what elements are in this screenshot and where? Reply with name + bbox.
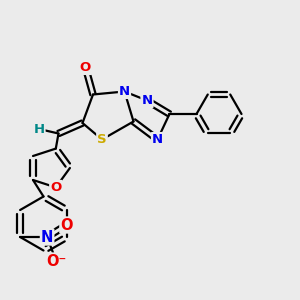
Text: N: N [119,85,130,98]
Text: O: O [80,61,91,74]
Text: O⁻: O⁻ [46,254,66,268]
Text: N: N [141,94,153,107]
Text: H: H [33,122,45,136]
Text: O: O [50,181,61,194]
Text: S: S [97,133,107,146]
Text: N: N [152,133,163,146]
Text: N: N [41,230,53,244]
Text: O: O [60,218,73,232]
